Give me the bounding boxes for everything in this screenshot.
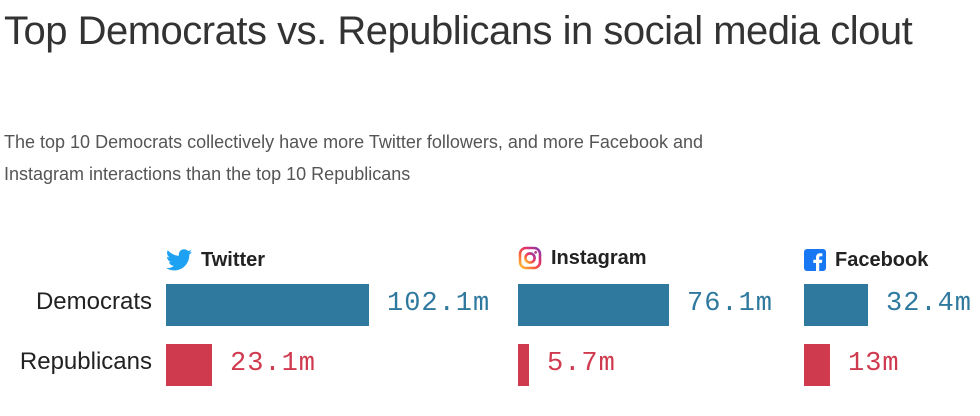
panel-header-twitter: Twitter: [166, 246, 265, 274]
panel-title-twitter: Twitter: [201, 248, 266, 271]
value-label-twitter-republicans: 23.1m: [230, 349, 317, 379]
bar-twitter-republicans: [166, 344, 212, 386]
value-label-twitter-democrats: 102.1m: [387, 289, 491, 319]
instagram-icon: [518, 246, 542, 270]
row-label-democrats: Democrats: [35, 288, 152, 315]
twitter-bird-icon: [166, 249, 192, 271]
value-label-facebook-democrats: 32.4m: [886, 289, 973, 319]
bar-facebook-democrats: [804, 284, 868, 326]
bar-instagram-republicans: [518, 344, 529, 386]
value-label-facebook-republicans: 13m: [848, 349, 900, 379]
bar-facebook-republicans: [804, 344, 830, 386]
row-label-republicans: Republicans: [19, 348, 152, 375]
value-label-instagram-democrats: 76.1m: [687, 289, 774, 319]
bar-twitter-democrats: [166, 284, 369, 326]
panel-header-instagram: Instagram: [518, 244, 647, 272]
facebook-icon: [804, 249, 826, 271]
panel-title-facebook: Facebook: [835, 248, 929, 271]
bar-instagram-democrats: [518, 284, 669, 326]
value-label-instagram-republicans: 5.7m: [547, 349, 616, 379]
chart-subtitle: The top 10 Democrats collectively have m…: [4, 132, 703, 184]
chart-title: Top Democrats vs. Republicans in social …: [4, 9, 913, 53]
panel-title-instagram: Instagram: [551, 246, 647, 269]
panel-header-facebook: Facebook: [804, 246, 928, 274]
